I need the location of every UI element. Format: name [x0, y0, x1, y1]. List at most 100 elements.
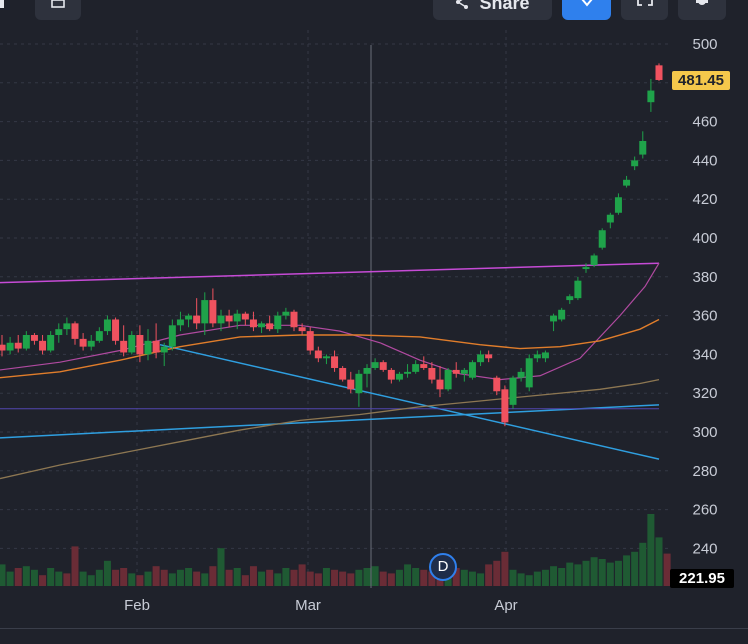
volume-bar [217, 548, 225, 586]
y-tick-label: 340 [692, 346, 717, 363]
volume-bar [339, 571, 347, 586]
candles [0, 63, 663, 427]
candle [460, 369, 468, 374]
candle [493, 377, 501, 392]
ma-short [0, 262, 660, 381]
candle [395, 373, 403, 380]
volume-bar [412, 568, 420, 586]
candle [306, 331, 314, 351]
confirm-button[interactable] [562, 0, 611, 20]
candle [322, 356, 330, 359]
menu-fragment[interactable] [0, 0, 4, 8]
volume-bar [655, 537, 663, 586]
volume-bars [0, 514, 671, 586]
candle [614, 197, 622, 213]
check-icon [579, 0, 595, 14]
volume-bar [233, 568, 241, 586]
volume-bar [509, 569, 517, 586]
volume-bar [541, 569, 549, 586]
candle [314, 350, 322, 359]
x-tick-label: Feb [124, 597, 150, 614]
x-tick-label: Mar [295, 597, 321, 614]
volume-bar [533, 571, 541, 586]
candle [87, 340, 95, 347]
settings-button[interactable] [678, 0, 726, 20]
candle [428, 367, 436, 380]
candle [282, 311, 290, 316]
candle [128, 335, 136, 353]
candle [144, 340, 152, 355]
volume-bar [47, 568, 55, 586]
y-tick-label: 460 [692, 114, 717, 131]
bottom-divider [0, 628, 748, 629]
volume-bar [298, 564, 306, 586]
volume-bar [582, 560, 590, 586]
volume-bar [225, 569, 233, 586]
calendar-button[interactable] [35, 0, 81, 20]
price-axis[interactable]: 5004804604404204003803603403203002802602… [692, 36, 717, 557]
share-button[interactable]: Share [433, 0, 552, 20]
fullscreen-button[interactable] [621, 0, 668, 20]
volume-bar [331, 569, 339, 586]
candle [485, 354, 493, 359]
volume-bar [112, 569, 120, 586]
candle [355, 373, 363, 394]
volume-bar [71, 546, 79, 586]
volume-bar [290, 569, 298, 586]
volume-bar [63, 573, 71, 586]
volume-bar [371, 566, 379, 586]
volume-bar [95, 569, 103, 586]
y-tick-label: 300 [692, 424, 717, 441]
volume-bar [355, 569, 363, 586]
volume-bar [663, 553, 671, 586]
volume-bar [136, 575, 144, 586]
volume-bar [6, 571, 14, 586]
candle [298, 327, 306, 332]
volume-bar [590, 557, 598, 586]
volume-bar [209, 566, 217, 586]
fullscreen-icon [636, 0, 654, 14]
y-tick-label: 260 [692, 502, 717, 519]
volume-bar [266, 569, 274, 586]
candle [631, 160, 639, 167]
candle [412, 364, 420, 372]
candle [387, 369, 395, 380]
volume-bar [14, 568, 22, 586]
candle [258, 323, 266, 328]
candle [71, 323, 79, 339]
y-tick-label: 420 [692, 191, 717, 208]
candle [452, 369, 460, 374]
volume-bar [623, 555, 631, 586]
candle [517, 371, 525, 378]
y-tick-label: 320 [692, 385, 717, 402]
y-tick-label: 500 [692, 36, 717, 53]
candle [103, 319, 111, 332]
candle [201, 300, 209, 324]
volume-bar [614, 560, 622, 586]
candle [468, 362, 476, 378]
candle [209, 300, 217, 324]
candle [0, 344, 6, 351]
volume-bar [152, 566, 160, 586]
time-axis[interactable]: Feb Mar Apr [124, 597, 518, 614]
candle [47, 335, 55, 351]
candle [533, 354, 541, 359]
candle [152, 340, 160, 353]
volume-bar [501, 551, 509, 586]
volume-bar [185, 568, 193, 586]
volume-bar [306, 571, 314, 586]
y-tick-label: 360 [692, 308, 717, 325]
volume-bar [566, 562, 574, 586]
candle [347, 379, 355, 390]
candle [379, 362, 387, 370]
volume-bar [468, 571, 476, 586]
volume-bar [160, 569, 168, 586]
candle [160, 346, 168, 353]
volume-bar [631, 551, 639, 586]
volume-bar [128, 573, 136, 586]
dividend-marker[interactable]: D [429, 553, 457, 581]
candle [168, 325, 176, 347]
grid [0, 30, 668, 588]
x-tick-label: Apr [494, 597, 517, 614]
